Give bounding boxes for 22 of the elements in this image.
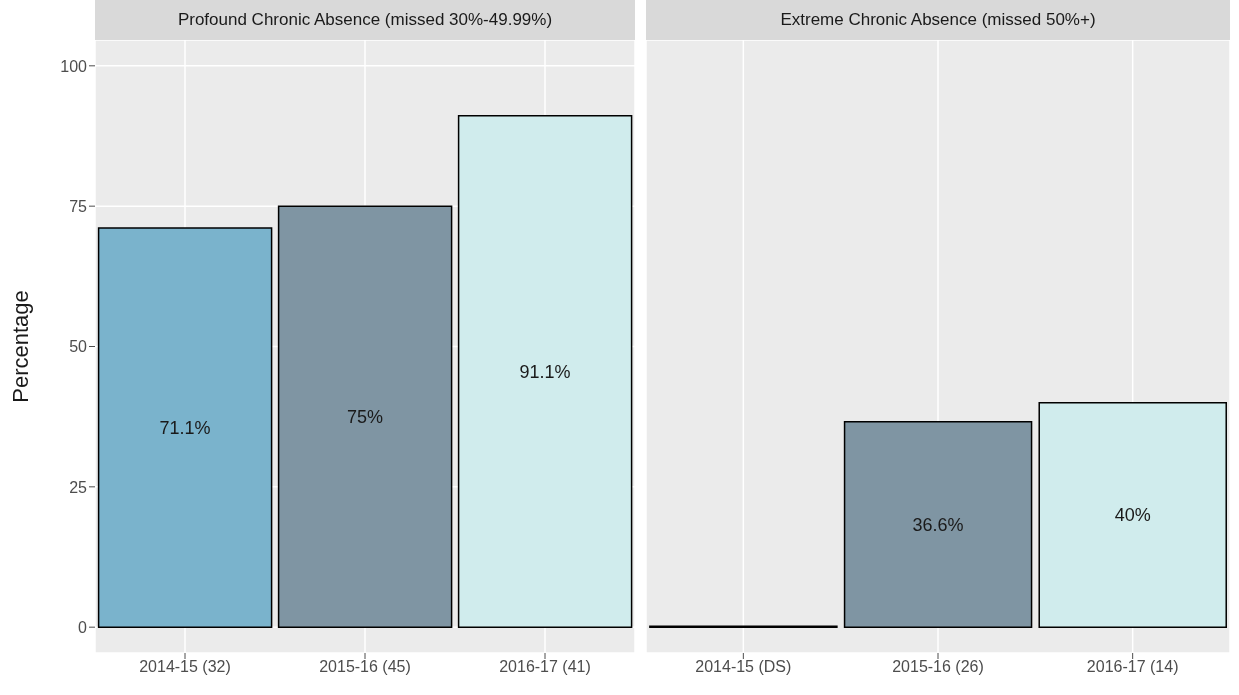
chart-title: Extreme Chronic Absence (missed 50%+): [646, 0, 1230, 40]
data-label: 40%: [1114, 505, 1151, 526]
data-label: 91.1%: [519, 361, 571, 382]
y-tick-label: 100: [60, 57, 88, 75]
x-tick-label: 2014-15 (DS): [695, 658, 792, 676]
x-tick-label: 2015-16 (26): [892, 658, 984, 676]
bar: [97, 227, 273, 628]
bar: [277, 205, 453, 628]
y-tick-label: 50: [69, 338, 88, 356]
data-label: 75%: [347, 407, 384, 428]
x-tick-label: 2016-17 (14): [1086, 658, 1179, 676]
data-label: 71.1%: [159, 418, 211, 439]
y-axis-title: Percentage: [7, 290, 33, 403]
y-tick-label: 75: [69, 197, 88, 215]
chart-title: Profound Chronic Absence (missed 30%-49.99%): [95, 0, 635, 40]
y-tick-label: 25: [69, 478, 88, 496]
x-tick-label: 2016-17 (41): [499, 658, 591, 676]
x-tick-label: 2015-16 (45): [319, 658, 411, 676]
data-label: 36.6%: [912, 514, 964, 535]
y-tick-label: 0: [78, 618, 88, 636]
bar: [457, 115, 633, 628]
x-tick-label: 2014-15 (32): [139, 658, 231, 676]
